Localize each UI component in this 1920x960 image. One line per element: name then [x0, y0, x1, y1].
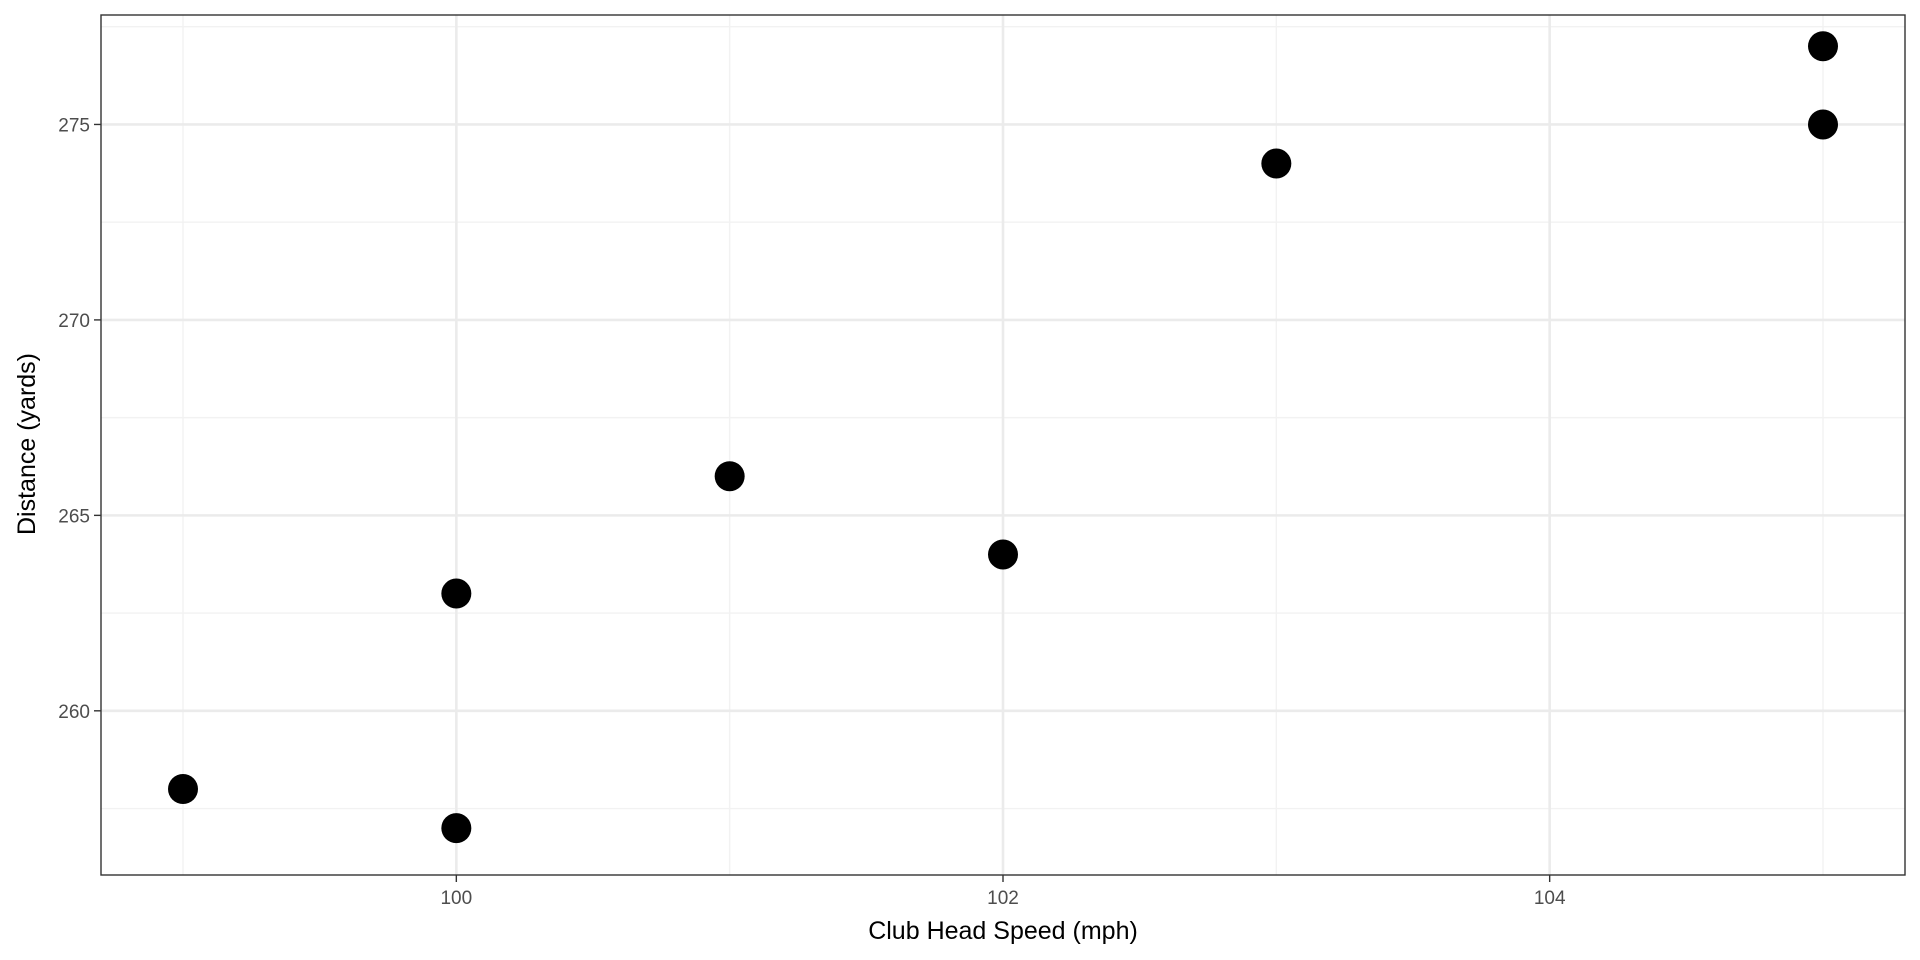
data-point — [441, 813, 472, 844]
x-tick-label: 100 — [440, 888, 472, 909]
data-point — [1808, 109, 1838, 140]
y-axis-title: Distance (yards) — [13, 353, 41, 535]
y-tick-label: 260 — [58, 702, 90, 723]
y-tick-label: 270 — [58, 311, 90, 332]
y-tick-label: 265 — [58, 506, 90, 527]
data-points — [168, 31, 1838, 844]
data-point — [714, 461, 745, 492]
x-axis-title: Club Head Speed (mph) — [868, 917, 1138, 945]
y-axis-ticks: 260 265 270 275 — [58, 115, 101, 723]
y-tick-label: 275 — [58, 115, 90, 136]
major-gridlines — [101, 15, 1905, 875]
x-tick-label: 104 — [1534, 888, 1566, 909]
x-tick-label: 102 — [987, 888, 1019, 909]
data-point — [441, 578, 472, 609]
data-point — [1261, 148, 1292, 179]
x-axis-ticks: 100 102 104 — [440, 875, 1566, 909]
data-point — [988, 539, 1018, 570]
data-point — [168, 774, 198, 804]
data-point — [1808, 31, 1838, 62]
